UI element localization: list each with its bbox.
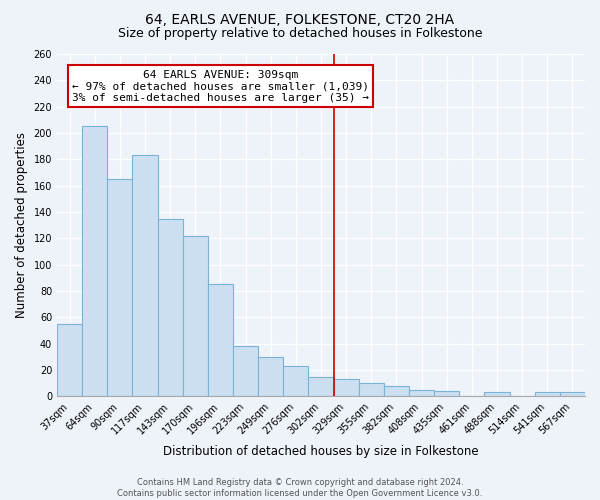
Bar [535, 392, 560, 396]
Bar [409, 390, 434, 396]
Bar [384, 386, 409, 396]
Bar [208, 284, 233, 397]
Bar [233, 346, 258, 397]
Bar [107, 179, 133, 396]
Y-axis label: Number of detached properties: Number of detached properties [15, 132, 28, 318]
Bar [308, 376, 334, 396]
Bar [183, 236, 208, 396]
X-axis label: Distribution of detached houses by size in Folkestone: Distribution of detached houses by size … [163, 444, 479, 458]
Text: Contains HM Land Registry data © Crown copyright and database right 2024.
Contai: Contains HM Land Registry data © Crown c… [118, 478, 482, 498]
Bar [258, 357, 283, 397]
Bar [158, 218, 183, 396]
Text: 64, EARLS AVENUE, FOLKESTONE, CT20 2HA: 64, EARLS AVENUE, FOLKESTONE, CT20 2HA [145, 12, 455, 26]
Text: 64 EARLS AVENUE: 309sqm
← 97% of detached houses are smaller (1,039)
3% of semi-: 64 EARLS AVENUE: 309sqm ← 97% of detache… [72, 70, 369, 103]
Bar [283, 366, 308, 396]
Bar [133, 156, 158, 396]
Bar [334, 380, 359, 396]
Bar [484, 392, 509, 396]
Bar [82, 126, 107, 396]
Text: Size of property relative to detached houses in Folkestone: Size of property relative to detached ho… [118, 28, 482, 40]
Bar [560, 392, 585, 396]
Bar [434, 391, 459, 396]
Bar [57, 324, 82, 396]
Bar [359, 383, 384, 396]
